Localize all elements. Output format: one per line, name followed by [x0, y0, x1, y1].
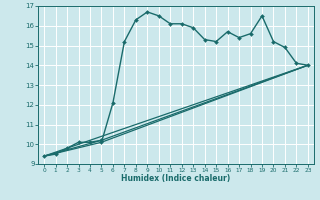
- X-axis label: Humidex (Indice chaleur): Humidex (Indice chaleur): [121, 174, 231, 183]
